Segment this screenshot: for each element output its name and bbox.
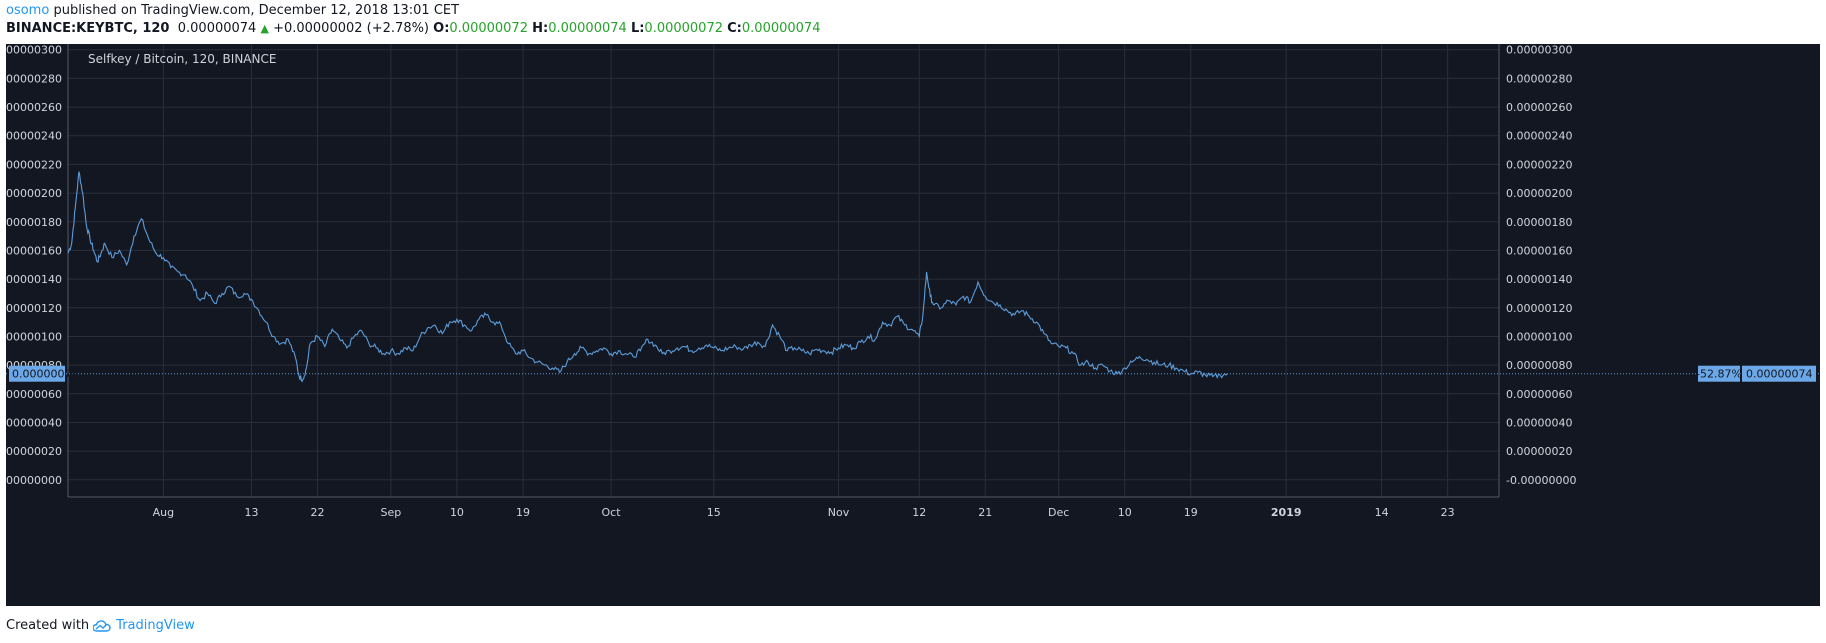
author-link[interactable]: osomo — [6, 3, 50, 18]
y-tick-label-right: 0.00000300 — [1506, 44, 1572, 57]
y-tick-label-right: 0.00000060 — [1506, 388, 1572, 401]
price-line — [67, 171, 1228, 383]
axes: 0.00000300 0.00000300 0.00000280 0.00000280… — [0, 44, 1576, 519]
x-tick-label: 15 — [707, 506, 721, 519]
y-tick-label-right: 0.00000280 — [1506, 72, 1572, 85]
y-tick-label-right: 0.00000180 — [1506, 216, 1572, 229]
y-tick-label-left: -0.00000000 — [6, 474, 62, 487]
y-tick-label-left: 0.00000120 — [6, 302, 62, 315]
y-tick-label-left: 0.00000240 — [6, 130, 62, 143]
y-tick-label-left: 0.00000200 — [6, 187, 62, 200]
y-tick-label-right: -0.00000000 — [1506, 474, 1576, 487]
y-tick-label-right: 0.00000100 — [1506, 330, 1572, 343]
tradingview-cloud-icon — [93, 619, 111, 632]
last-price: 0.00000074 — [177, 21, 257, 36]
x-tick-label: Oct — [602, 506, 622, 519]
y-tick-label-left: 0.00000180 — [6, 216, 62, 229]
publish-text: published on TradingView.com, December 1… — [53, 3, 460, 18]
symbol-label: BINANCE:KEYBTC, 120 — [6, 21, 170, 36]
close-label: C: — [727, 21, 742, 36]
tradingview-link[interactable]: TradingView — [116, 618, 195, 633]
series — [67, 171, 1228, 383]
last-price-label-right: 0.00000074 — [1746, 368, 1812, 381]
close-value: 0.00000074 — [741, 21, 821, 36]
y-tick-label-left: 0.00000300 — [6, 44, 62, 57]
y-tick-label-right: 0.00000080 — [1506, 359, 1572, 372]
y-tick-label-left: 0.00000020 — [6, 445, 62, 458]
up-triangle-icon: ▲ — [260, 22, 269, 35]
y-tick-label-right: 0.00000140 — [1506, 273, 1572, 286]
x-tick-label: 19 — [1184, 506, 1198, 519]
y-tick-label-right: 0.00000160 — [1506, 244, 1572, 257]
open-label: O: — [433, 21, 450, 36]
y-tick-label-right: 0.00000200 — [1506, 187, 1572, 200]
y-tick-label-left: 0.00000060 — [6, 388, 62, 401]
high-label: H: — [532, 21, 549, 36]
y-tick-label-right: 0.00000240 — [1506, 130, 1572, 143]
y-tick-label-left: 0.00000140 — [6, 273, 62, 286]
change-pct-label-bg — [1698, 365, 1740, 382]
symbol-ohlc-bar: BINANCE:KEYBTC, 120 0.00000074 ▲ +0.0000… — [6, 21, 820, 36]
y-tick-label-right: 0.00000040 — [1506, 416, 1572, 429]
x-tick-label: Aug — [153, 506, 174, 519]
last-price-label-left-bg — [9, 365, 65, 382]
x-tick-label: 19 — [516, 506, 530, 519]
high-value: 0.00000074 — [548, 21, 627, 36]
y-tick-label-left: 0.00000040 — [6, 416, 62, 429]
y-tick-label-right: 0.00000120 — [1506, 302, 1572, 315]
grid — [68, 44, 1499, 497]
y-tick-label-left: 0.00000260 — [6, 101, 62, 114]
created-with-text: Created with — [6, 618, 90, 633]
chart-panel[interactable]: 0.00000300 0.00000300 0.00000280 0.00000280… — [0, 44, 1820, 606]
x-tick-label: Sep — [381, 506, 402, 519]
x-tick-label: 10 — [450, 506, 464, 519]
y-tick-label-right: 0.00000260 — [1506, 101, 1572, 114]
open-value: 0.00000072 — [449, 21, 528, 36]
publish-info: osomo published on TradingView.com, Dece… — [6, 3, 459, 18]
price-chart[interactable]: 0.00000300 0.00000300 0.00000280 0.00000280… — [0, 44, 1820, 606]
x-tick-label: 13 — [244, 506, 258, 519]
last-price-markers: 0.00000074 -52.87% 0.00000074 — [6, 365, 1820, 382]
last-price-label-left: 0.00000074 — [12, 368, 78, 381]
low-label: L: — [630, 21, 645, 36]
y-tick-label-right: 0.00000020 — [1506, 445, 1572, 458]
footer: Created with TradingView — [6, 618, 195, 633]
x-tick-label: 23 — [1441, 506, 1455, 519]
y-tick-label-left: 0.00000280 — [6, 72, 62, 85]
y-tick-label-left: 0.00000100 — [6, 330, 62, 343]
x-tick-label: 21 — [978, 506, 992, 519]
x-tick-label: Nov — [828, 506, 850, 519]
x-tick-label: 10 — [1118, 506, 1132, 519]
x-tick-label: 14 — [1375, 506, 1389, 519]
y-tick-label-left: 0.00000220 — [6, 158, 62, 171]
price-change: +0.00000002 (+2.78%) — [273, 21, 430, 36]
x-tick-label: 12 — [912, 506, 926, 519]
y-tick-label-right: 0.00000220 — [1506, 158, 1572, 171]
x-tick-label: 22 — [311, 506, 325, 519]
chart-title: Selfkey / Bitcoin, 120, BINANCE — [88, 52, 276, 66]
x-tick-label: 2019 — [1271, 506, 1302, 519]
x-tick-label: Dec — [1048, 506, 1069, 519]
last-price-label-right-bg — [1742, 365, 1816, 382]
low-value: 0.00000072 — [644, 21, 723, 36]
change-pct-label: -52.87% — [1696, 368, 1742, 381]
y-tick-label-left: 0.00000160 — [6, 244, 62, 257]
